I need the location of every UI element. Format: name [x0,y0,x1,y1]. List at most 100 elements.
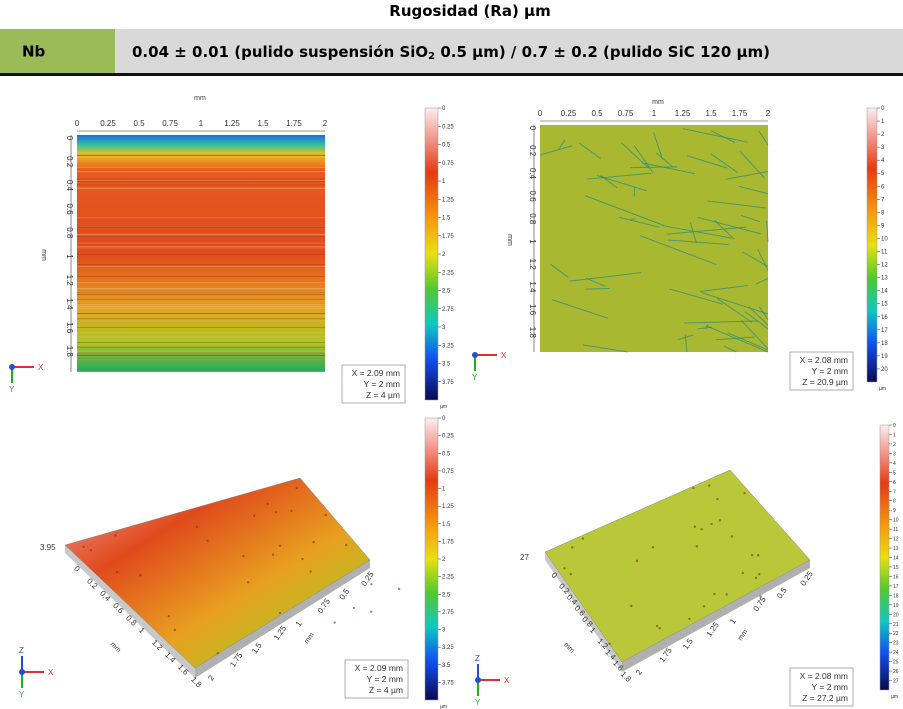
y-tick-label: 0.2 [65,156,74,168]
colorbar-tick-label: 10 [893,518,899,524]
colorbar-tick-label: 1 [442,179,446,185]
scratch [662,225,733,239]
axis-unit: mm [562,641,575,654]
colorbar-tick-label: 2.5 [442,289,451,295]
scratch [551,299,609,319]
speck [82,545,85,548]
colorbar-tick-label: 19 [893,603,899,609]
colorbar-tick-label: 0 [442,106,446,112]
x-tick-label: 1.5 [705,109,717,118]
y-tick-label: 1.6 [528,304,537,316]
colorbar-tick-label: 2 [442,252,446,258]
speck [695,545,699,548]
base-side [195,560,370,678]
subscript: 2 [428,51,435,62]
x-tick-label: 0 [538,109,543,118]
colorbar-tick-label: 2.25 [442,270,454,276]
scratch [585,277,606,287]
colorbar-tick-label: 2.75 [442,610,454,616]
speck [754,576,758,580]
speck [167,614,170,618]
y-tick-label: 0.8 [65,227,74,239]
x-tick-label: 0 [549,571,559,581]
info-line: Z = 4 µm [366,390,400,400]
speck [312,540,315,544]
colorbar-tick-label: 3 [893,451,896,457]
colorbar-tick-label: 22 [893,631,899,637]
colorbar-tick-label: 15 [881,302,888,308]
y-tick-label: 0.6 [528,191,537,203]
colorbar-tick-label: 13 [893,546,899,552]
info-line: Y = 2 mm [812,366,848,376]
speck [608,642,611,646]
y-tick-label: 1 [528,239,537,244]
scratch [686,155,728,169]
speck [630,604,633,608]
scratch [757,249,769,271]
scratch [630,166,678,169]
colorbar-tick-label: 0 [893,423,896,429]
info-line: Z = 20.9 µm [802,377,848,387]
speck [571,546,574,549]
colorbar-tick-label: 16 [881,315,888,321]
speck [278,544,282,548]
colorbar-tick-label: 0.75 [442,469,454,475]
colorbar-tick-label: 21 [893,622,899,628]
scratch [725,170,769,180]
speck [114,534,117,537]
axis-unit: mm [506,234,513,246]
colorbar-tick-label: 0.5 [442,451,451,457]
colorbar-tick-label: 5 [893,470,896,476]
speck [655,624,659,628]
scratch [682,128,748,143]
scratch [597,175,647,192]
y-tick-label: 1.6 [65,322,74,334]
scratch [701,292,769,315]
axis-letter: X [501,351,507,360]
colorbar-tick-label: 15 [893,565,899,571]
colorbar-tick-label: 1.25 [442,504,454,510]
scratch [653,132,663,160]
axis-letter: X [504,676,510,685]
x-tick-label: 0.25 [100,119,116,128]
speck [702,605,706,608]
colorbar-tick-label: 9 [893,508,896,514]
axis-letter: X [38,363,44,372]
colorbar-tick-label: 23 [893,641,899,647]
row-value: 0.04 ± 0.01 (pulido suspensión SiO2 0.5 … [132,43,770,63]
scratch [684,320,758,324]
scratch [677,334,694,341]
z-label: 3.95 [40,543,56,552]
colorbar-tick-label: 20 [881,367,888,373]
colorbar-tick-label: 14 [881,289,888,295]
scratch [748,306,769,326]
x-tick-label: 1.5 [257,119,269,128]
x-tick-label: 1.8 [619,670,634,685]
speck [716,497,719,501]
speck [89,549,93,552]
y-tick-label: 1 [294,619,304,628]
axis-unit: mm [737,628,750,642]
speck [700,528,703,531]
colorbar-tick-label: 2.5 [442,592,451,598]
y-tick-label: 1.2 [65,275,74,287]
row-label: Nb [22,43,46,61]
x-tick-label: 0.25 [561,109,577,118]
colorbar-tick-label: 3.25 [442,343,454,349]
surface-3d [64,477,371,669]
x-tick-label: 0 [72,564,82,574]
speck [344,543,348,547]
scratch [669,288,723,305]
x-tick-label: 0.5 [133,119,145,128]
speck [569,572,572,576]
speck [242,554,245,558]
speck [301,557,304,561]
speck [271,553,275,556]
info-box [341,364,406,404]
colorbar-tick-label: 3 [881,145,885,151]
colorbar-tick-label: 1.75 [442,539,454,545]
colorbar-tick-label: 1.5 [442,522,451,528]
axis-unit: mm [40,249,47,261]
label-cell [0,29,115,73]
